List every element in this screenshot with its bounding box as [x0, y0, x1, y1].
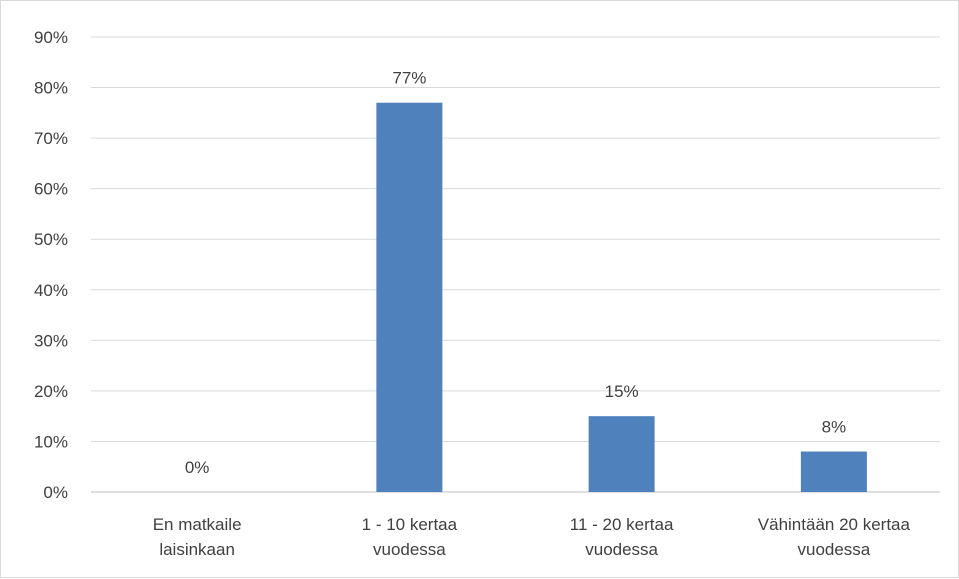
- x-category-label: 11 - 20 kertaa vuodessa: [570, 515, 674, 559]
- data-label: 77%: [392, 69, 426, 88]
- x-category-label: Vähintään 20 kertaa vuodessa: [758, 515, 911, 559]
- data-label: 0%: [185, 458, 210, 477]
- data-label: 8%: [822, 418, 847, 437]
- x-category-label: 1 - 10 kertaa vuodessa: [362, 515, 458, 559]
- y-tick-label: 0%: [43, 483, 68, 502]
- y-tick-label: 80%: [34, 79, 68, 98]
- y-tick-label: 40%: [34, 281, 68, 300]
- y-tick-label: 20%: [34, 382, 68, 401]
- x-category-label: En matkaile laisinkaan: [153, 515, 242, 559]
- y-tick-label: 60%: [34, 180, 68, 199]
- x-axis-category-labels: En matkaile laisinkaan 1 - 10 kertaa vuodes…: [153, 515, 911, 559]
- y-axis-tick-labels: 0% 10% 20% 30% 40% 50% 60% 70% 80% 90%: [34, 28, 68, 502]
- y-tick-label: 50%: [34, 230, 68, 249]
- bar: [588, 416, 655, 492]
- data-labels: 0% 77% 15% 8%: [185, 69, 846, 477]
- y-tick-label: 10%: [34, 432, 68, 451]
- y-tick-label: 30%: [34, 331, 68, 350]
- y-tick-label: 90%: [34, 28, 68, 47]
- bar: [376, 102, 443, 492]
- y-tick-label: 70%: [34, 129, 68, 148]
- bars: [376, 102, 867, 492]
- gridlines: [91, 36, 940, 493]
- bar: [800, 451, 867, 492]
- data-label: 15%: [605, 382, 639, 401]
